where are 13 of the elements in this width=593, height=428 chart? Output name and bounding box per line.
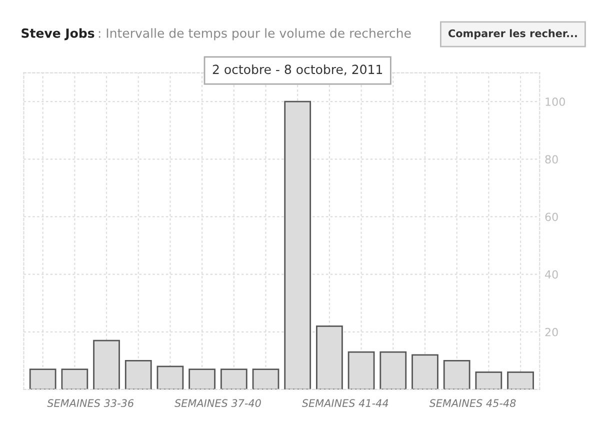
text: SEMAINES 45-48 (429, 399, 516, 408)
text: SEMAINES 33-36 (47, 399, 134, 408)
text: Comparer les recher... (448, 29, 577, 40)
y-tick-label: 80 (545, 155, 558, 164)
y-tick-label: 60 (545, 212, 558, 222)
y-tick-label: 20 (545, 328, 558, 336)
text: SEMAINES 41-44 (302, 399, 388, 408)
chart-subtitle: : Intervalle de temps pour le volume de recherche (98, 28, 411, 40)
annotation: 2 octobre - 8 octobre, 2011 (212, 64, 382, 76)
chart-title: Steve Jobs (22, 28, 94, 40)
y-tick-label: 100 (546, 98, 565, 106)
text: SEMAINES 37-40 (174, 399, 261, 408)
y-tick-label: 40 (545, 270, 558, 279)
